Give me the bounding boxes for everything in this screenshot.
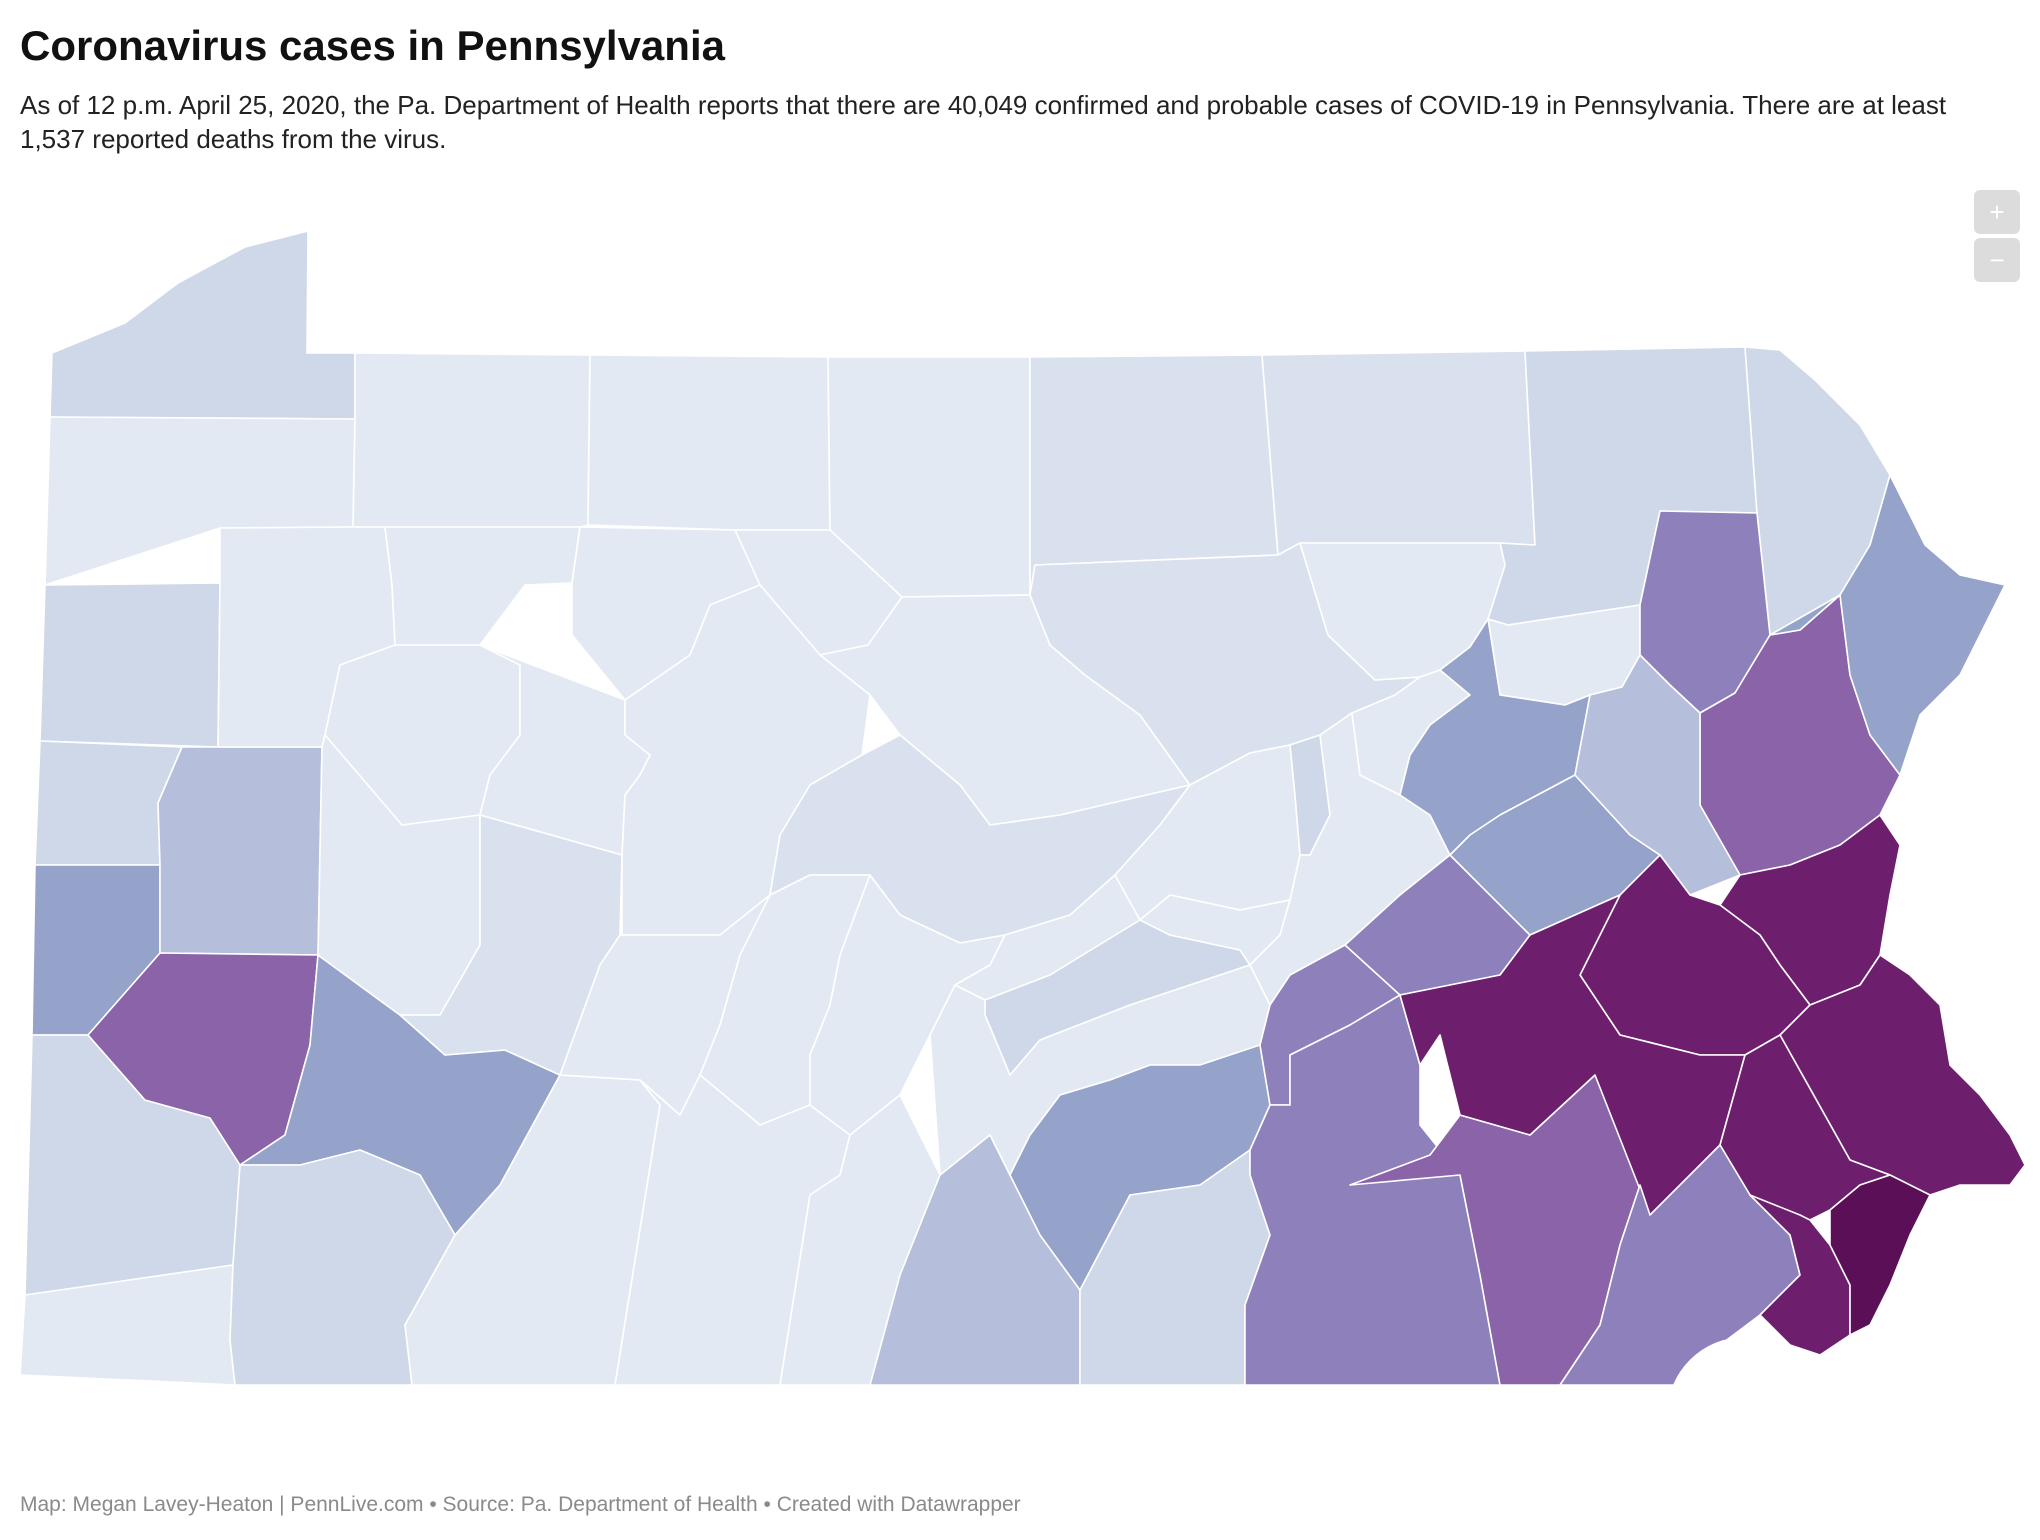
delaware-border-notch — [1667, 1337, 1823, 1425]
county-carbon[interactable] — [1574, 654, 1741, 896]
county-philadelphia[interactable] — [1829, 1174, 1931, 1336]
map-area[interactable]: + − — [0, 175, 2040, 1425]
county-mckean[interactable] — [587, 354, 831, 531]
county-indiana[interactable] — [399, 814, 623, 1076]
map-description: As of 12 p.m. April 25, 2020, the Pa. De… — [20, 90, 1947, 154]
county-pike[interactable] — [1769, 474, 2006, 776]
zoom-out-button[interactable]: − — [1974, 238, 2020, 282]
county-butler[interactable] — [157, 746, 323, 956]
county-mercer[interactable] — [39, 582, 221, 748]
map-title: Coronavirus cases in Pennsylvania — [20, 22, 725, 69]
county-bradford[interactable] — [1261, 350, 1536, 556]
county-berks[interactable] — [1399, 894, 1746, 1216]
county-delaware[interactable] — [1749, 1194, 1851, 1356]
county-warren[interactable] — [352, 352, 591, 528]
zoom-in-button[interactable]: + — [1974, 190, 2020, 234]
county-huntingdon[interactable] — [809, 874, 1006, 1136]
county-erie[interactable] — [49, 230, 356, 420]
pennsylvania-county-map[interactable] — [0, 175, 2040, 1425]
county-forest[interactable] — [384, 526, 581, 646]
map-footer-credits: Map: Megan Lavey-Heaton | PennLive.com •… — [20, 1493, 1021, 1516]
